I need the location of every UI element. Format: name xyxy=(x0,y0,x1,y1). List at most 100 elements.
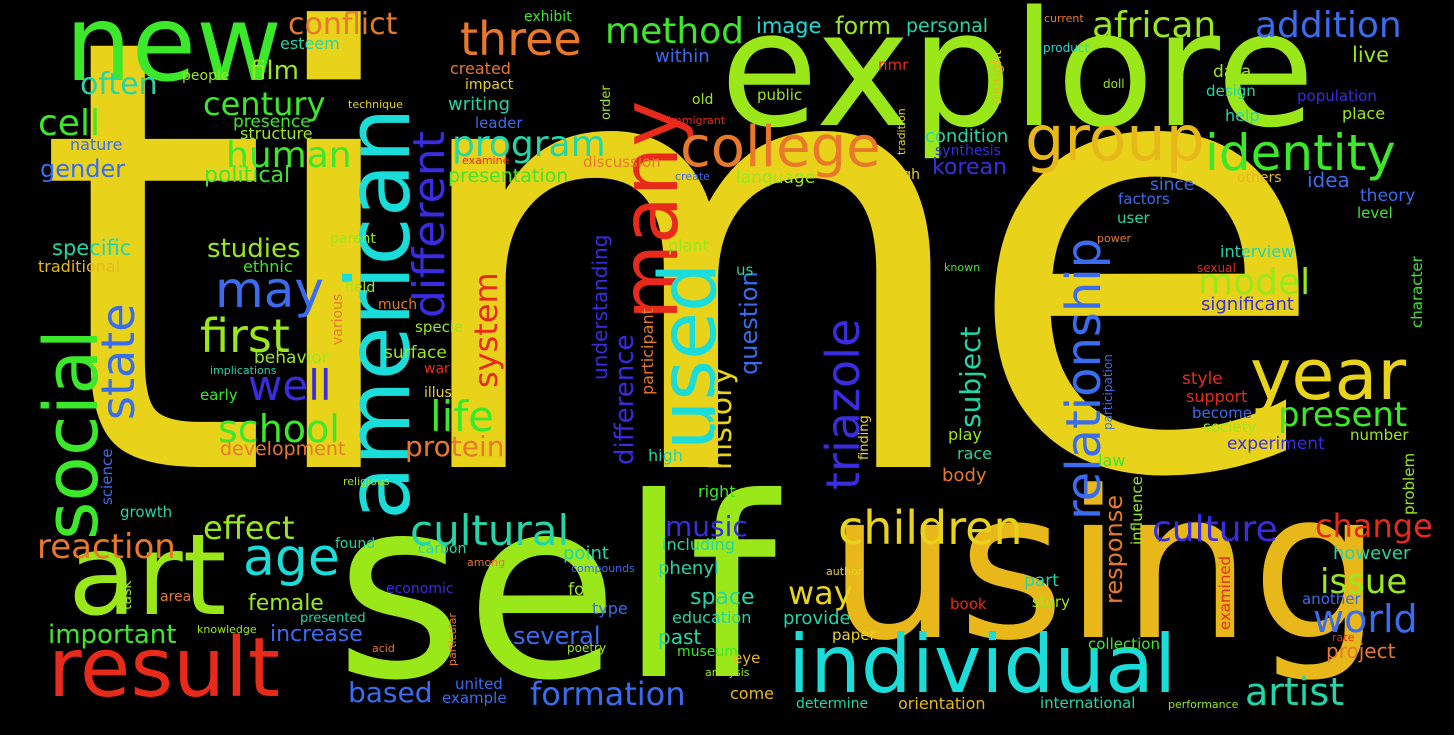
word-type: type xyxy=(592,599,628,618)
word-year: year xyxy=(1250,334,1407,416)
word-exhibit: exhibit xyxy=(524,9,572,25)
word-response: response xyxy=(1100,494,1128,604)
word-different: different xyxy=(404,131,455,318)
word-way: way xyxy=(788,574,853,612)
word-compounds: compounds xyxy=(571,562,635,575)
word-sexual: sexual xyxy=(1197,261,1236,275)
word-history: history xyxy=(704,366,739,470)
word-race: race xyxy=(957,444,993,463)
word-important: important xyxy=(48,620,177,650)
word-ethnic: ethnic xyxy=(243,257,293,276)
word-area: area xyxy=(160,589,192,605)
word-order: order xyxy=(599,85,614,120)
word-support: support xyxy=(1186,387,1248,406)
word-age: age xyxy=(243,528,340,588)
word-new: new xyxy=(65,0,283,105)
word-product: product xyxy=(1043,41,1090,55)
word-implications: implications xyxy=(210,364,277,377)
word-user: user xyxy=(1117,209,1150,227)
word-others: others xyxy=(1237,170,1282,186)
word-live: live xyxy=(1352,43,1390,67)
word-nmr: nmr xyxy=(878,56,909,74)
word-form: form xyxy=(835,12,891,40)
word-knowledge: knowledge xyxy=(197,623,257,636)
word-current: current xyxy=(1044,12,1084,25)
word-science: science xyxy=(98,448,116,505)
word-condition: condition xyxy=(925,126,1009,147)
word-right: right xyxy=(698,482,736,501)
word-including: including xyxy=(662,535,735,554)
word-gender: gender xyxy=(40,155,126,183)
word-participation: participation xyxy=(1101,354,1115,430)
word-number: number xyxy=(1350,426,1409,444)
word-museum: museum xyxy=(677,644,738,660)
word-particular: particular xyxy=(446,613,459,666)
word-population: population xyxy=(1297,87,1377,105)
word-first: first xyxy=(200,309,290,363)
word-another: another xyxy=(1302,590,1361,608)
word-example: example xyxy=(442,689,507,707)
word-people: people xyxy=(182,68,230,84)
word-self: self xyxy=(335,444,777,735)
word-music: music xyxy=(665,510,748,543)
word-orientation: orientation xyxy=(898,694,986,713)
word-significant: significant xyxy=(1201,294,1294,315)
word-several: several xyxy=(513,622,601,650)
word-model: model xyxy=(1198,262,1311,303)
word-presentation: presentation xyxy=(448,165,569,187)
word-known: known xyxy=(944,261,981,274)
word-presence: presence xyxy=(233,112,311,132)
word-image: image xyxy=(756,14,822,38)
word-triazole: triazole xyxy=(816,318,870,490)
word-carbon: carbon xyxy=(418,541,467,557)
word-help: help xyxy=(1225,106,1260,125)
word-life: life xyxy=(430,392,494,441)
word-field: field xyxy=(345,280,376,296)
word-power: power xyxy=(1097,232,1131,245)
word-writing: writing xyxy=(448,94,511,115)
word-public: public xyxy=(757,86,803,104)
word-reaction: reaction xyxy=(37,527,176,567)
word-war: war xyxy=(424,361,450,377)
word-cell: cell xyxy=(38,103,100,144)
word-factors: factors xyxy=(1118,190,1170,208)
word-school: school xyxy=(218,407,340,451)
word-body: body xyxy=(942,465,987,486)
word-parent: parent xyxy=(330,231,376,247)
word-addition: addition xyxy=(1255,5,1402,46)
word-african: african xyxy=(1092,5,1217,46)
word-female: female xyxy=(248,591,324,616)
word-religious: religious xyxy=(343,475,390,488)
word-century: century xyxy=(203,85,326,123)
word-college: college xyxy=(680,115,881,180)
word-come: come xyxy=(730,684,775,703)
word-data: data xyxy=(1213,62,1252,82)
word-examine: examine xyxy=(462,154,510,167)
word-specific: specific xyxy=(52,236,132,260)
word-leader: leader xyxy=(475,114,523,132)
word-illustrate: illustrate xyxy=(424,385,486,401)
word-four: four xyxy=(568,580,603,600)
word-development: development xyxy=(220,438,346,460)
word-surface: surface xyxy=(384,343,447,363)
word-high: high xyxy=(648,446,683,465)
word-human: human xyxy=(226,135,352,176)
word-level: level xyxy=(1357,204,1393,222)
word-much: much xyxy=(378,297,418,313)
word-based: based xyxy=(348,676,433,709)
word-difference: difference xyxy=(610,334,640,465)
word-film: film xyxy=(250,56,299,86)
word-method: method xyxy=(605,11,745,52)
word-subject: subject xyxy=(954,326,987,429)
word-increase: increase xyxy=(270,622,363,647)
word-space: space xyxy=(690,585,755,610)
word-participant: participant xyxy=(638,308,657,395)
word-explore: explore xyxy=(720,0,1315,163)
word-book: book xyxy=(950,595,987,613)
word-protein: protein xyxy=(405,430,505,463)
word-collection: collection xyxy=(1088,635,1160,653)
word-interview: interview xyxy=(1220,242,1295,261)
word-economic: economic xyxy=(386,581,454,597)
word-children: children xyxy=(838,501,1023,555)
